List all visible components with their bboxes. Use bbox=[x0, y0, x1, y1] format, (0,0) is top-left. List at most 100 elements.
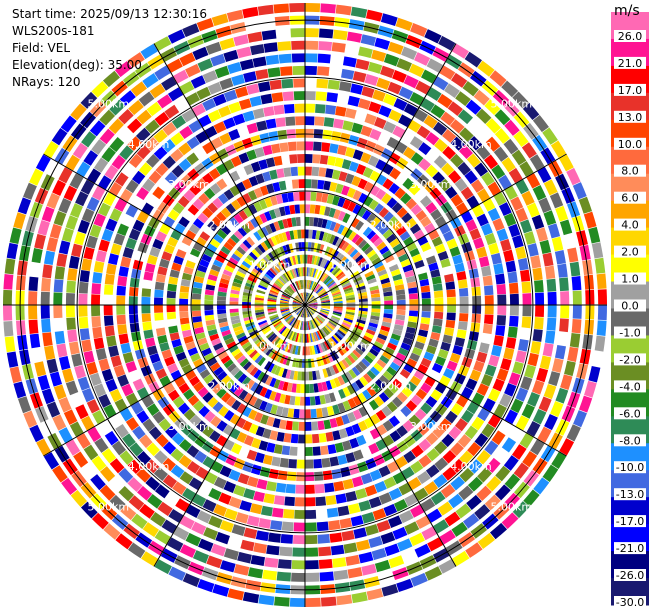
velocity-gate bbox=[572, 305, 582, 319]
velocity-gate bbox=[358, 192, 368, 204]
velocity-gate bbox=[551, 236, 564, 252]
velocity-gate bbox=[247, 31, 263, 43]
velocity-gate bbox=[469, 228, 482, 241]
colorbar-tick-label: 0.0 bbox=[621, 300, 639, 313]
velocity-gate bbox=[472, 295, 482, 305]
velocity-gate bbox=[195, 178, 208, 190]
velocity-gate bbox=[258, 260, 267, 269]
velocity-gate bbox=[167, 29, 186, 44]
velocity-gate bbox=[509, 315, 519, 327]
velocity-gate bbox=[209, 269, 220, 277]
velocity-gate bbox=[269, 377, 277, 388]
colorbar-swatch bbox=[611, 254, 649, 283]
velocity-gate bbox=[309, 267, 313, 277]
velocity-gate bbox=[167, 283, 177, 292]
velocity-gate bbox=[360, 152, 372, 164]
velocity-gate bbox=[314, 116, 325, 127]
velocity-gate bbox=[218, 492, 232, 505]
velocity-gate bbox=[527, 352, 539, 367]
velocity-gate bbox=[352, 190, 362, 201]
velocity-gate bbox=[140, 43, 158, 60]
velocity-gate bbox=[56, 343, 68, 358]
velocity-gate bbox=[289, 370, 295, 380]
velocity-gate bbox=[369, 348, 379, 357]
velocity-gate bbox=[319, 329, 326, 338]
velocity-gate bbox=[319, 310, 329, 316]
velocity-gate bbox=[305, 65, 318, 76]
velocity-gate bbox=[255, 530, 269, 542]
velocity-gate bbox=[238, 389, 249, 400]
velocity-gate bbox=[202, 70, 218, 84]
velocity-gate bbox=[326, 194, 335, 205]
velocity-gate bbox=[440, 111, 456, 126]
velocity-gate bbox=[99, 128, 115, 145]
velocity-gate bbox=[172, 396, 185, 408]
velocity-gate bbox=[279, 419, 287, 430]
velocity-gate bbox=[369, 318, 379, 325]
velocity-gate bbox=[498, 202, 512, 217]
velocity-gate bbox=[213, 233, 224, 244]
range-ring-label: 4.00km bbox=[450, 138, 492, 151]
velocity-gate bbox=[421, 298, 431, 305]
velocity-gate bbox=[310, 242, 315, 252]
velocity-gate bbox=[289, 256, 295, 266]
velocity-gate bbox=[253, 369, 262, 379]
velocity-gate bbox=[137, 242, 149, 254]
velocity-gate bbox=[211, 264, 222, 273]
velocity-gate bbox=[145, 119, 160, 134]
velocity-gate bbox=[92, 409, 106, 425]
velocity-gate bbox=[350, 217, 360, 228]
velocity-gate bbox=[327, 444, 337, 455]
velocity-gate bbox=[365, 328, 376, 336]
velocity-gate bbox=[127, 118, 143, 134]
velocity-gate bbox=[145, 459, 160, 474]
velocity-gate bbox=[203, 527, 218, 540]
velocity-gate bbox=[364, 484, 378, 497]
velocity-gate bbox=[191, 299, 201, 305]
velocity-gate bbox=[298, 179, 305, 189]
velocity-gate bbox=[207, 396, 219, 408]
velocity-gate bbox=[246, 236, 255, 247]
velocity-gate bbox=[417, 363, 429, 374]
velocity-gate bbox=[233, 140, 245, 153]
velocity-gate bbox=[89, 372, 102, 387]
velocity-gate bbox=[211, 383, 223, 394]
velocity-gate bbox=[411, 253, 423, 263]
velocity-gate bbox=[370, 311, 381, 317]
velocity-gate bbox=[253, 491, 265, 502]
velocity-gate bbox=[204, 314, 215, 321]
velocity-gate bbox=[464, 425, 479, 440]
velocity-gate bbox=[353, 276, 363, 283]
velocity-gate bbox=[430, 208, 443, 221]
velocity-gate bbox=[451, 521, 468, 537]
velocity-gate bbox=[320, 295, 329, 300]
velocity-gate bbox=[253, 542, 268, 554]
velocity-gate bbox=[263, 106, 275, 117]
velocity-gate bbox=[226, 396, 237, 407]
velocity-gate bbox=[197, 212, 209, 224]
velocity-gate bbox=[409, 352, 420, 362]
velocity-gate bbox=[285, 483, 296, 494]
velocity-gate bbox=[215, 346, 226, 356]
velocity-gate bbox=[296, 307, 303, 315]
velocity-gate bbox=[145, 476, 161, 491]
velocity-gate bbox=[254, 297, 264, 301]
velocity-gate bbox=[434, 305, 444, 312]
velocity-gate bbox=[54, 330, 66, 345]
velocity-gate bbox=[260, 93, 273, 105]
velocity-gate bbox=[396, 425, 408, 438]
velocity-gate bbox=[327, 262, 335, 272]
velocity-gate bbox=[265, 347, 274, 356]
velocity-gate bbox=[225, 203, 237, 215]
velocity-gate bbox=[288, 243, 294, 253]
velocity-gate bbox=[371, 257, 382, 266]
velocity-gate bbox=[231, 253, 241, 262]
colorbar-tick-label: -4.0 bbox=[619, 380, 640, 393]
velocity-gate bbox=[278, 325, 286, 334]
velocity-gate bbox=[409, 305, 419, 311]
velocity-gate bbox=[320, 309, 330, 313]
velocity-gate bbox=[345, 173, 355, 184]
velocity-gate bbox=[594, 335, 606, 352]
velocity-gate bbox=[250, 503, 263, 515]
velocity-gate bbox=[175, 498, 190, 513]
